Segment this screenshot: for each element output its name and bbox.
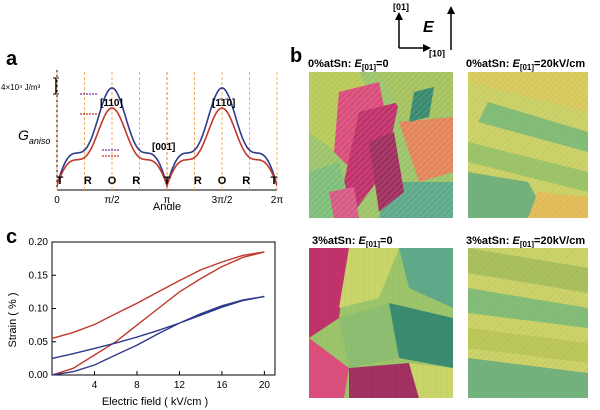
phase-label: T bbox=[57, 175, 64, 187]
energy-curve-red bbox=[57, 107, 277, 189]
x-tick-label: 12 bbox=[174, 380, 186, 391]
guide-lines bbox=[56, 72, 278, 190]
field-arrowhead bbox=[447, 6, 455, 14]
domain-map-3pct-0field bbox=[309, 248, 453, 398]
phase-label: R bbox=[132, 175, 140, 187]
x-tick-label: 0 bbox=[54, 195, 60, 206]
x-tick-labels: 0 π/2 π 3π/2 2π bbox=[54, 195, 283, 206]
plot-frame bbox=[51, 241, 276, 376]
dir-001bar-label: [001̄] bbox=[152, 142, 175, 153]
scale-label: 4×10⁴ J/m³ bbox=[1, 83, 41, 92]
x-tick-label: 4 bbox=[92, 380, 98, 391]
x-tick-label: 20 bbox=[259, 380, 271, 391]
x-tick-label: 8 bbox=[134, 380, 140, 391]
domain-map-0pct-0field bbox=[309, 72, 453, 218]
x-tick-label: 2π bbox=[271, 195, 284, 206]
dir-01-label: [01] bbox=[393, 2, 409, 12]
panel-a-plot: 4×10⁴ J/m³ Ganiso [110] [1̄1̄0] [001̄] T… bbox=[1, 70, 283, 210]
sim-title-4: 3%atSn: E[01]=20kV/cm bbox=[466, 235, 586, 250]
y-tick-label: 0.20 bbox=[29, 237, 49, 248]
y-tick-label: 0.10 bbox=[29, 304, 49, 315]
x-tick-label: 16 bbox=[216, 380, 228, 391]
axis-10-arrowhead bbox=[423, 44, 431, 52]
y-axis-label: Strain ( % ) bbox=[7, 292, 19, 347]
domain-map-3pct-20field bbox=[468, 248, 588, 398]
sim-title-2: 0%atSn: E[01]=20kV/cm bbox=[466, 58, 586, 73]
x-axis-label: Angle bbox=[153, 201, 181, 210]
strain-loop-red bbox=[51, 251, 265, 376]
phase-label: O bbox=[218, 175, 227, 187]
dir-10-label: [10] bbox=[429, 48, 445, 58]
y-tick-label: 0.05 bbox=[29, 337, 49, 348]
y-label-G: Ganiso bbox=[18, 127, 50, 146]
x-axis-label: Electric field ( kV/cm ) bbox=[102, 396, 208, 408]
phase-label: R bbox=[194, 175, 202, 187]
domain-map-0pct-20field bbox=[468, 72, 588, 218]
phase-label: T bbox=[164, 175, 171, 187]
phase-label: T bbox=[271, 175, 278, 187]
panel-label-a: a bbox=[6, 48, 18, 70]
phase-label: R bbox=[84, 175, 92, 187]
y-tick-label: 0.15 bbox=[29, 270, 49, 281]
dir-110-label: [110] bbox=[100, 98, 123, 109]
dir-1bar10-label: [1̄1̄0] bbox=[212, 98, 235, 109]
phase-label: O bbox=[108, 175, 117, 187]
panel-c-chart: 4 8 12 16 20 0.00 0.05 0.10 0.15 0.20 Electric fi… bbox=[7, 237, 276, 408]
x-tick-label: 3π/2 bbox=[212, 195, 233, 206]
x-tick-label: π/2 bbox=[104, 195, 120, 206]
axis-01-arrowhead bbox=[395, 12, 403, 20]
direction-legend: [01] [10] E bbox=[393, 2, 455, 58]
strain-loop-blue bbox=[51, 295, 265, 376]
sim-title-3: 3%atSn: E[01]=0 bbox=[312, 235, 393, 250]
chart-series bbox=[51, 251, 265, 376]
y-tick-label: 0.00 bbox=[29, 370, 49, 381]
chart-axes: 4 8 12 16 20 0.00 0.05 0.10 0.15 0.20 bbox=[29, 237, 276, 391]
sim-title-1: 0%atSn: E[01]=0 bbox=[308, 58, 389, 73]
panel-label-b: b bbox=[290, 45, 303, 67]
x-tick-label: π bbox=[164, 195, 171, 206]
panel-label-c: c bbox=[6, 226, 18, 248]
field-E-label: E bbox=[423, 19, 435, 36]
phase-label: R bbox=[242, 175, 250, 187]
